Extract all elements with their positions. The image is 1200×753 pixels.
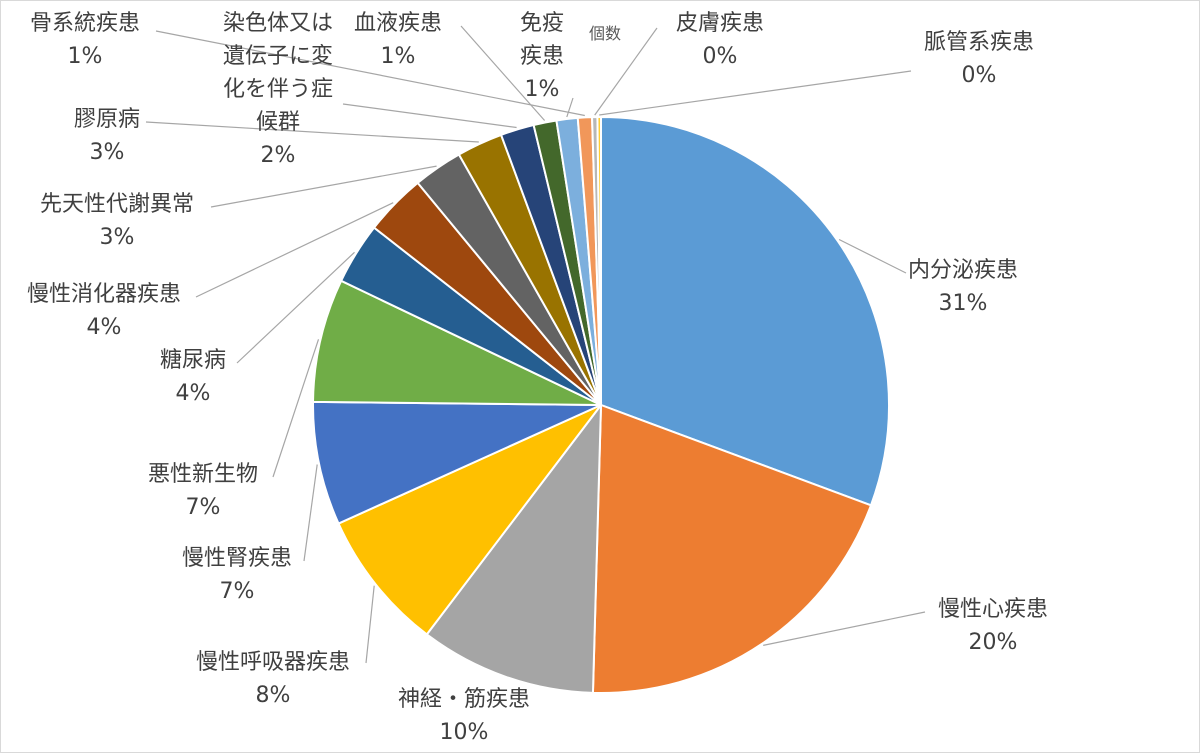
leader-line-8 bbox=[195, 202, 394, 298]
slice-percent-label-6: 7% bbox=[186, 495, 221, 520]
leader-line-16 bbox=[599, 70, 912, 116]
slice-name-label-1: 内分泌疾患 bbox=[908, 258, 1018, 283]
pie-slice-2 bbox=[591, 403, 873, 694]
slice-name-label-7: 糖尿病 bbox=[160, 348, 226, 373]
slice-percent-label-14: 1% bbox=[68, 44, 103, 69]
slice-percent-label-9: 3% bbox=[100, 225, 135, 250]
slice-percent-label-5: 7% bbox=[220, 579, 255, 604]
slice-name-label-15: 皮膚疾患 bbox=[676, 11, 764, 36]
slice-percent-label-15: 0% bbox=[703, 44, 738, 69]
leader-line-15 bbox=[594, 27, 658, 116]
slice-percent-label-12: 1% bbox=[381, 44, 416, 69]
pie-slice-4 bbox=[337, 404, 602, 636]
slice-percent-label-7: 4% bbox=[176, 381, 211, 406]
slice-name-label-8: 慢性消化器疾患 bbox=[27, 282, 181, 307]
leader-lines bbox=[145, 25, 926, 664]
slice-percent-label-4: 8% bbox=[256, 683, 291, 708]
slice-name-label-11: 化を伴う症 bbox=[223, 77, 333, 102]
slice-percent-label-11: 2% bbox=[261, 143, 296, 168]
slice-name-label-2: 慢性心疾患 bbox=[938, 597, 1048, 622]
leader-line-1 bbox=[838, 238, 907, 274]
pie-slice-5 bbox=[312, 400, 602, 525]
slice-percent-label-10: 3% bbox=[90, 140, 125, 165]
pie-slice-16 bbox=[596, 115, 602, 406]
slice-name-label-13: 疾患 bbox=[520, 44, 564, 69]
slice-percent-label-2: 20% bbox=[969, 630, 1018, 655]
leader-line-2 bbox=[763, 611, 926, 646]
slice-name-label-11: 遺伝子に変 bbox=[223, 44, 333, 69]
slice-name-label-11: 染色体又は bbox=[223, 11, 333, 36]
leader-line-12 bbox=[460, 25, 546, 121]
slice-percent-label-3: 10% bbox=[440, 720, 489, 745]
slice-name-label-3: 神経・筋疾患 bbox=[398, 687, 530, 712]
slice-name-label-12: 血液疾患 bbox=[354, 11, 442, 36]
slice-name-label-10: 膠原病 bbox=[74, 107, 140, 132]
slice-percent-label-8: 4% bbox=[87, 315, 122, 340]
leader-line-14 bbox=[155, 30, 585, 117]
slice-percent-label-16: 0% bbox=[962, 63, 997, 88]
slice-name-label-4: 慢性呼吸器疾患 bbox=[196, 650, 350, 675]
slice-name-label-5: 慢性腎疾患 bbox=[182, 546, 292, 571]
data-labels: 内分泌疾患 31% 慢性心疾患 20% 神経・筋疾患 10% 慢性呼吸器疾患 8% 慢性腎疾患 7… bbox=[27, 11, 1048, 745]
slice-name-label-13: 免疫 bbox=[520, 11, 564, 36]
pie-slices bbox=[312, 115, 890, 694]
leader-line-4 bbox=[365, 585, 375, 664]
slice-percent-label-1: 31% bbox=[939, 291, 988, 316]
leader-line-13 bbox=[566, 97, 574, 118]
slice-name-label-9: 先天性代謝異常 bbox=[40, 192, 194, 217]
leader-line-7 bbox=[236, 251, 355, 364]
slice-name-label-11: 候群 bbox=[256, 110, 300, 135]
pie-slice-6 bbox=[312, 279, 602, 406]
leader-line-10 bbox=[145, 121, 479, 143]
leader-line-11 bbox=[342, 103, 517, 129]
slice-name-label-6: 悪性新生物 bbox=[148, 462, 258, 487]
leader-line-9 bbox=[210, 165, 437, 208]
pie-slice-1 bbox=[600, 115, 890, 507]
pie-slice-3 bbox=[425, 401, 603, 694]
leader-line-5 bbox=[303, 464, 318, 562]
slice-percent-label-13: 1% bbox=[525, 77, 560, 102]
slice-name-label-14: 骨系統疾患 bbox=[30, 11, 140, 36]
slice-name-label-16: 脈管系疾患 bbox=[924, 30, 1034, 55]
leader-line-6 bbox=[272, 339, 320, 478]
chart-title: 個数 bbox=[589, 24, 621, 43]
